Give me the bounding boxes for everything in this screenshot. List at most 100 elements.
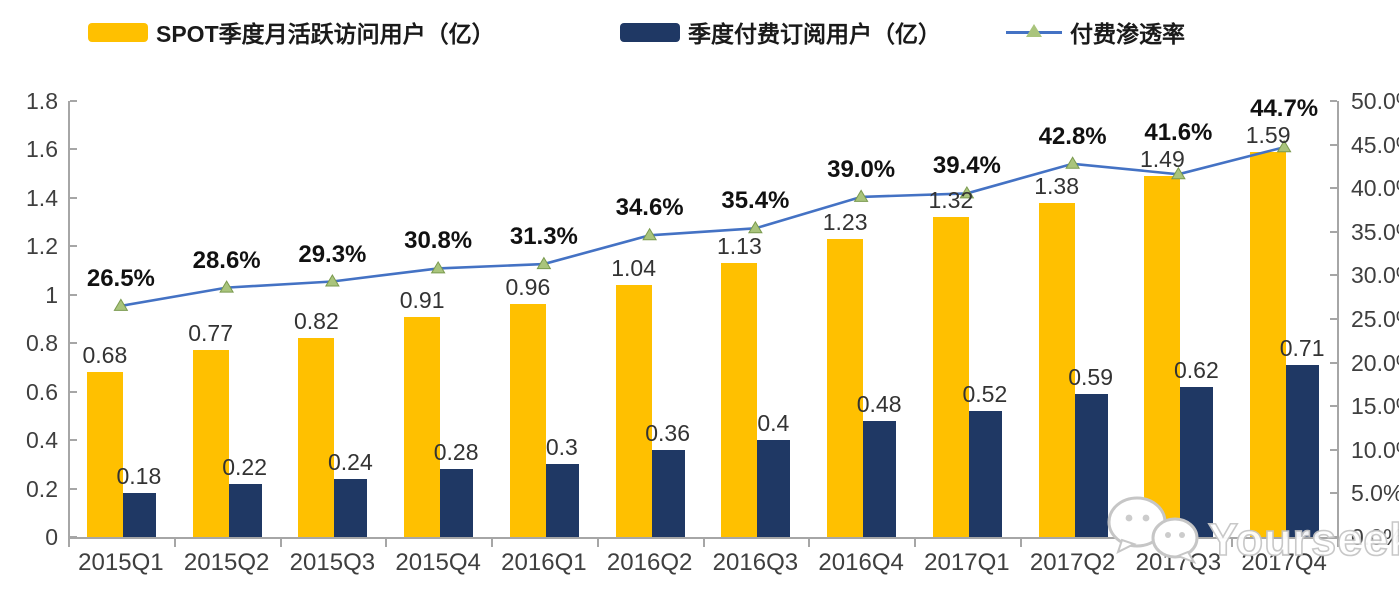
x-axis-tick: [702, 539, 705, 547]
y-axis-left-label: 1.6: [26, 136, 58, 163]
penetration-marker-icon: [747, 220, 763, 234]
penetration-line: [120, 145, 1285, 308]
x-axis-label: 2016Q2: [606, 549, 693, 576]
penetration-percent-label: 39.4%: [932, 152, 1001, 180]
bar-mau: [1144, 176, 1181, 537]
x-axis-label: 2017Q1: [924, 549, 1010, 576]
subscribers-value-label: 0.3: [545, 434, 578, 461]
penetration-marker-icon: [853, 189, 869, 202]
x-axis-tick: [596, 539, 599, 547]
legend-item-penetration: 付费渗透率: [1006, 16, 1185, 48]
y-axis-right-label: 0.0%: [1351, 524, 1399, 550]
y-axis-left: [68, 101, 70, 537]
mau-value-label: 1.23: [822, 209, 868, 236]
y-axis-left-label: 0.8: [26, 330, 58, 357]
subscribers-value-label: 0.71: [1279, 335, 1325, 362]
x-axis-tick: [491, 539, 493, 547]
mau-value-label: 0.82: [293, 308, 339, 335]
y-axis-right-tick: [1330, 143, 1337, 146]
x-axis-tick: [1231, 539, 1234, 547]
x-axis-tick: [914, 539, 916, 547]
x-axis: [68, 537, 1339, 539]
x-axis-tick: [385, 539, 388, 547]
y-axis-right-tick: [1330, 492, 1337, 495]
legend-item-mau: SPOT季度月活跃访问用户（亿）: [88, 16, 495, 48]
y-axis-left-tick: [70, 245, 77, 248]
mau-value-label: 1.38: [1034, 172, 1079, 199]
bar-subscribers: [1074, 394, 1108, 537]
x-axis-label: 2015Q2: [183, 549, 270, 576]
y-axis-right-tick: [1330, 405, 1337, 408]
penetration-percent-label: 26.5%: [86, 264, 155, 292]
bar-subscribers: [545, 464, 579, 537]
x-axis-tick: [68, 539, 70, 547]
y-axis-right-tick: [1330, 230, 1337, 233]
penetration-marker-icon: [1065, 156, 1081, 169]
y-axis-right-tick: [1330, 361, 1337, 364]
y-axis-left-tick: [70, 390, 77, 393]
y-axis-left-tick: [70, 536, 77, 538]
subscribers-value-label: 0.52: [962, 381, 1008, 408]
bar-mau: [298, 338, 335, 537]
mau-value-label: 1.04: [611, 255, 656, 282]
bar-mau: [932, 217, 969, 537]
y-axis-right-label: 50.0%: [1351, 88, 1399, 114]
bar-mau: [509, 304, 546, 537]
subscribers-value-label: 0.36: [645, 419, 690, 446]
penetration-percent-label: 29.3%: [298, 240, 367, 268]
y-axis-left-label: 1.4: [26, 184, 58, 211]
y-axis-right-label: 45.0%: [1351, 131, 1399, 158]
bar-subscribers: [440, 469, 474, 537]
penetration-percent-label: 35.4%: [721, 187, 790, 215]
x-axis-label: 2015Q1: [78, 549, 164, 576]
mau-value-label: 0.77: [188, 320, 233, 347]
penetration-marker-icon: [324, 274, 340, 287]
y-axis-right-tick: [1330, 318, 1337, 320]
y-axis-left-label: 1.8: [26, 88, 58, 114]
penetration-marker-icon: [1171, 166, 1186, 180]
y-axis-right-tick: [1330, 187, 1337, 190]
penetration-marker-icon: [1276, 139, 1292, 153]
subscribers-value-label: 0.48: [856, 390, 902, 417]
penetration-marker-icon: [536, 256, 552, 270]
bar-subscribers: [1286, 365, 1320, 537]
legend-label-mau: SPOT季度月活跃访问用户（亿）: [156, 21, 495, 47]
mau-value-label: 1.49: [1139, 146, 1185, 173]
bar-subscribers: [1180, 386, 1214, 537]
bar-mau: [827, 239, 864, 537]
subscribers-value-label: 0.24: [327, 448, 373, 475]
bar-subscribers: [334, 478, 368, 537]
y-axis-right-label: 40.0%: [1351, 175, 1399, 202]
penetration-marker-icon: [642, 227, 658, 241]
y-axis-right-label: 10.0%: [1351, 436, 1399, 463]
y-axis-left-tick: [70, 487, 77, 490]
mau-bar-swatch-icon: [88, 22, 148, 42]
bar-mau: [192, 350, 229, 537]
x-axis-label: 2016Q3: [712, 549, 799, 576]
y-axis-right-label: 25.0%: [1351, 306, 1399, 332]
y-axis-left-tick: [70, 293, 77, 296]
y-axis-left-label: 0.2: [26, 475, 58, 502]
y-axis-right-label: 35.0%: [1351, 218, 1399, 245]
x-axis-tick: [1019, 539, 1022, 547]
bar-mau: [404, 316, 441, 537]
penetration-percent-label: 41.6%: [1144, 119, 1213, 147]
x-axis-label: 2015Q4: [395, 549, 481, 576]
legend-label-subscribers: 季度付费订阅用户（亿）: [688, 21, 941, 47]
mau-value-label: 1.13: [716, 233, 762, 260]
subscribers-value-label: 0.28: [433, 439, 479, 466]
y-axis-left-tick: [70, 439, 77, 442]
y-axis-left-label: 1.2: [26, 233, 58, 260]
y-axis-right-tick: [1330, 100, 1337, 102]
penetration-marker-icon: [219, 280, 235, 293]
bar-subscribers: [651, 449, 685, 537]
subscribers-bar-swatch-icon: [620, 22, 680, 42]
penetration-percent-label: 31.3%: [509, 223, 578, 251]
y-axis-left-label: 0: [45, 524, 58, 550]
y-axis-left-tick: [70, 196, 77, 199]
triangle-marker-icon: [1026, 24, 1042, 37]
subscribers-value-label: 0.62: [1173, 356, 1219, 383]
x-axis-tick: [1337, 539, 1339, 547]
bar-subscribers: [228, 483, 262, 537]
